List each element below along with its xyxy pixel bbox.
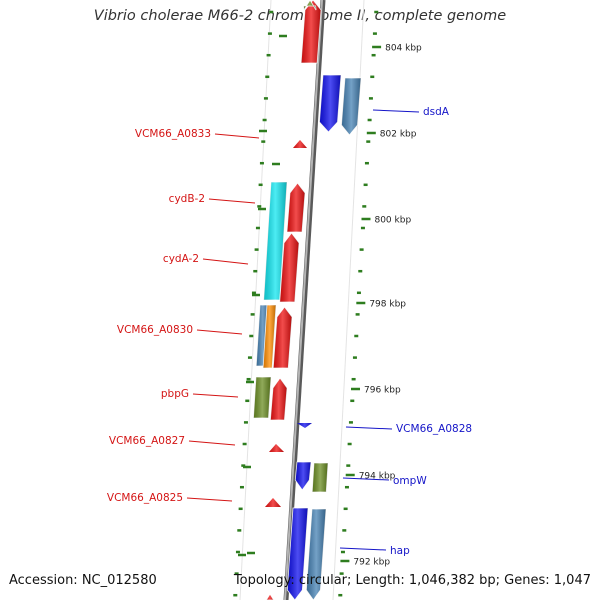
gene-cydA-cyan [263,181,288,301]
leader-line [208,198,256,204]
leader-line [345,426,393,430]
scale-label: 802 kbp [380,130,417,140]
gene-label: dsdA [423,106,450,118]
gene-label: VCM66_A0828 [396,423,472,435]
gene-top-olive [303,0,317,12]
map-title: Vibrio cholerae M66-2 chromosome II, com… [93,8,507,24]
gene-ompW-olive [311,462,329,493]
gene-features [253,0,362,600]
gene-label: VCM66_A0827 [109,435,185,447]
scale-labels: 804 kbp 802 kbp 800 kbp 798 kbp 796 kbp 794 k… [340,44,422,568]
gene-cydB-red [286,182,306,233]
gene-bottom-red [263,593,277,600]
gene-label: VCM66_A0833 [135,128,211,140]
scale-label: 804 kbp [385,44,422,54]
gene-a0830-red [272,306,293,369]
gene-a0830-orange [262,304,277,369]
leader-line [214,133,260,139]
gene-label: hap [390,545,410,557]
gene-a0828-small [297,423,312,428]
label-leader-lines [186,109,420,551]
scale-label: 796 kbp [364,386,401,396]
gene-label: pbpG [161,388,189,400]
scale-label: 792 kbp [353,558,390,568]
gene-label: cydA-2 [163,253,199,265]
leader-line [339,547,387,551]
inner-tick-marks [233,10,287,597]
leader-line [188,440,236,446]
gene-pbpG-olive [253,376,272,419]
accession-text: Accession: NC_012580 [9,573,157,588]
leader-line [342,477,390,481]
scale-label: 798 kbp [369,300,406,310]
gene-hap-blue [286,507,309,600]
gene-cydA-red [279,232,300,303]
gene-label: VCM66_A0825 [107,492,183,504]
gene-ompW-blue [294,461,312,491]
gene-a0825-small [265,498,281,507]
gene-labels: VCM66_A0833 cydB-2 cydA-2 VCM66_A0830 pbpG VC… [107,106,472,557]
gene-top-red [300,0,322,64]
backbone [283,0,326,600]
gene-dsdA-blue [319,74,342,133]
leader-line [202,258,249,265]
gene-a0833-small [293,140,307,148]
scale-label: 794 kbp [359,472,396,482]
leader-line [192,393,239,398]
gene-label: cydB-2 [169,193,205,205]
outer-tick-marks [338,10,379,597]
scale-label: 800 kbp [374,216,411,226]
gene-label: ompW [393,475,427,487]
genome-summary-text: Topology: circular; Length: 1,046,382 bp… [233,573,591,588]
gene-hap-steel [305,508,327,600]
leader-line [372,109,420,113]
gene-label: VCM66_A0830 [117,324,193,336]
leader-line [196,329,243,335]
gene-dsdA-steel [341,77,362,136]
leader-line [186,497,233,502]
gene-pbpG-red [269,377,288,421]
gene-a0827-small [269,444,284,452]
